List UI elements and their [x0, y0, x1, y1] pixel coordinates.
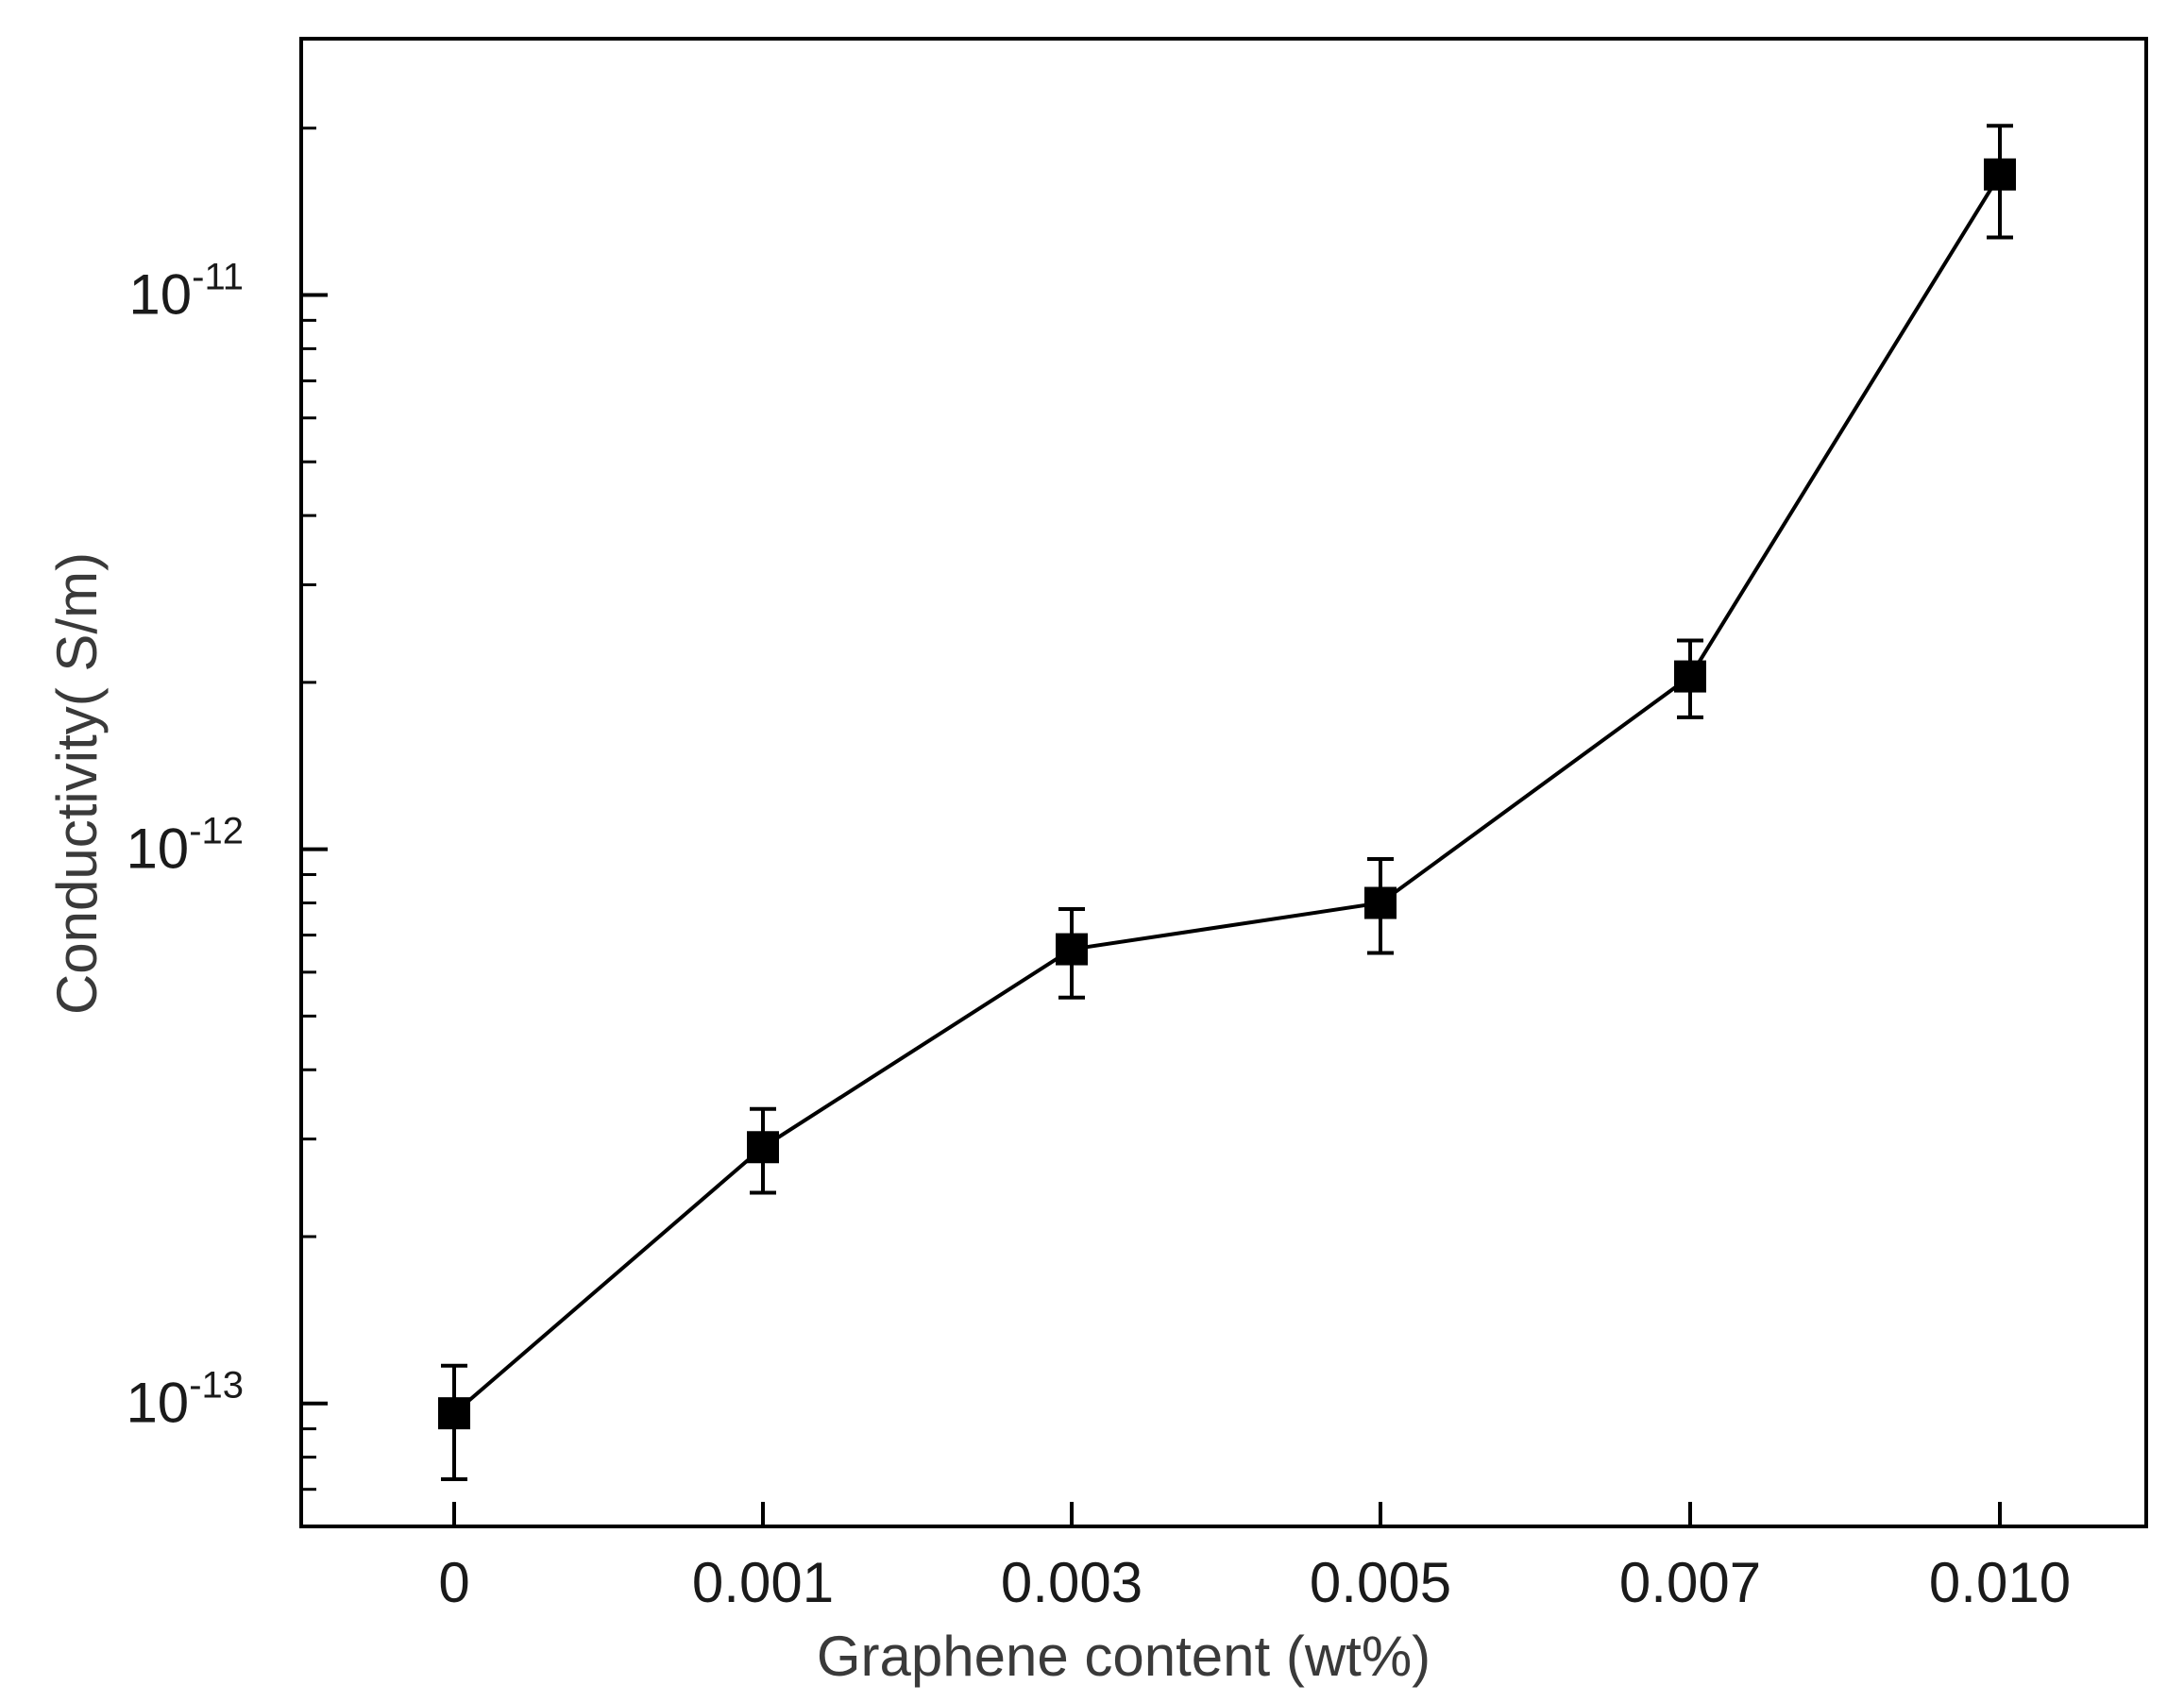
series-line — [452, 173, 2002, 1415]
data-point — [1056, 933, 1088, 966]
y-tick-label: 10-12 — [126, 811, 244, 881]
y-tick-label: 10-11 — [128, 256, 244, 326]
data-point — [747, 1131, 779, 1164]
y-tick-label: 10-13 — [126, 1365, 244, 1435]
tick-labels: 0 0.001 0.003 0.005 0.007 0.010 10-13 10-12 10-1… — [126, 256, 2071, 1614]
data-point — [438, 1397, 470, 1430]
data-point — [1984, 158, 2016, 191]
x-tick-label: 0 — [438, 1551, 469, 1614]
y-axis-title: Conductivity( S/m) — [45, 552, 109, 1015]
data-series — [438, 124, 2016, 1481]
plot-frame — [299, 37, 2148, 1528]
x-tick-label: 0.005 — [1310, 1551, 1451, 1614]
data-point — [1674, 660, 1706, 693]
x-tick-label: 0.007 — [1619, 1551, 1761, 1614]
x-tick-label: 0.003 — [1001, 1551, 1143, 1614]
x-tick-label: 0.010 — [1929, 1551, 2071, 1614]
data-point — [1364, 886, 1397, 919]
x-axis-title: Graphene content (wt%) — [817, 1625, 1431, 1688]
axis-ticks — [301, 126, 2002, 1528]
x-tick-label: 0.001 — [692, 1551, 834, 1614]
